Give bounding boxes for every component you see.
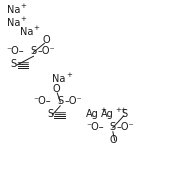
Text: +: + [66,72,72,78]
Text: +: + [20,16,26,22]
Text: Na: Na [52,74,66,84]
Text: S: S [30,46,37,56]
Text: Ag: Ag [86,109,99,119]
Text: Ag: Ag [101,109,114,119]
Text: ⁻O–: ⁻O– [33,96,51,106]
Text: O: O [52,84,60,94]
Text: O: O [110,135,117,145]
Text: S: S [11,59,17,69]
Text: S: S [110,122,116,132]
Text: +: + [33,25,39,31]
Text: +: + [20,3,26,9]
Text: +: + [100,107,106,113]
Text: ══: ══ [18,59,29,69]
Text: ⁻O–: ⁻O– [7,46,24,56]
Text: S: S [57,96,63,106]
Text: O: O [42,35,50,45]
Text: Na: Na [7,5,20,15]
Text: –O⁻: –O⁻ [117,122,134,132]
Text: Na: Na [7,17,20,28]
Text: S: S [47,109,53,119]
Text: ++: ++ [115,107,127,113]
Text: ══: ══ [54,109,66,119]
Text: S: S [122,109,128,119]
Text: –O⁻: –O⁻ [37,46,55,56]
Text: Na: Na [20,27,33,37]
Text: ⁻O–: ⁻O– [86,122,104,132]
Text: –O⁻: –O⁻ [64,96,82,106]
